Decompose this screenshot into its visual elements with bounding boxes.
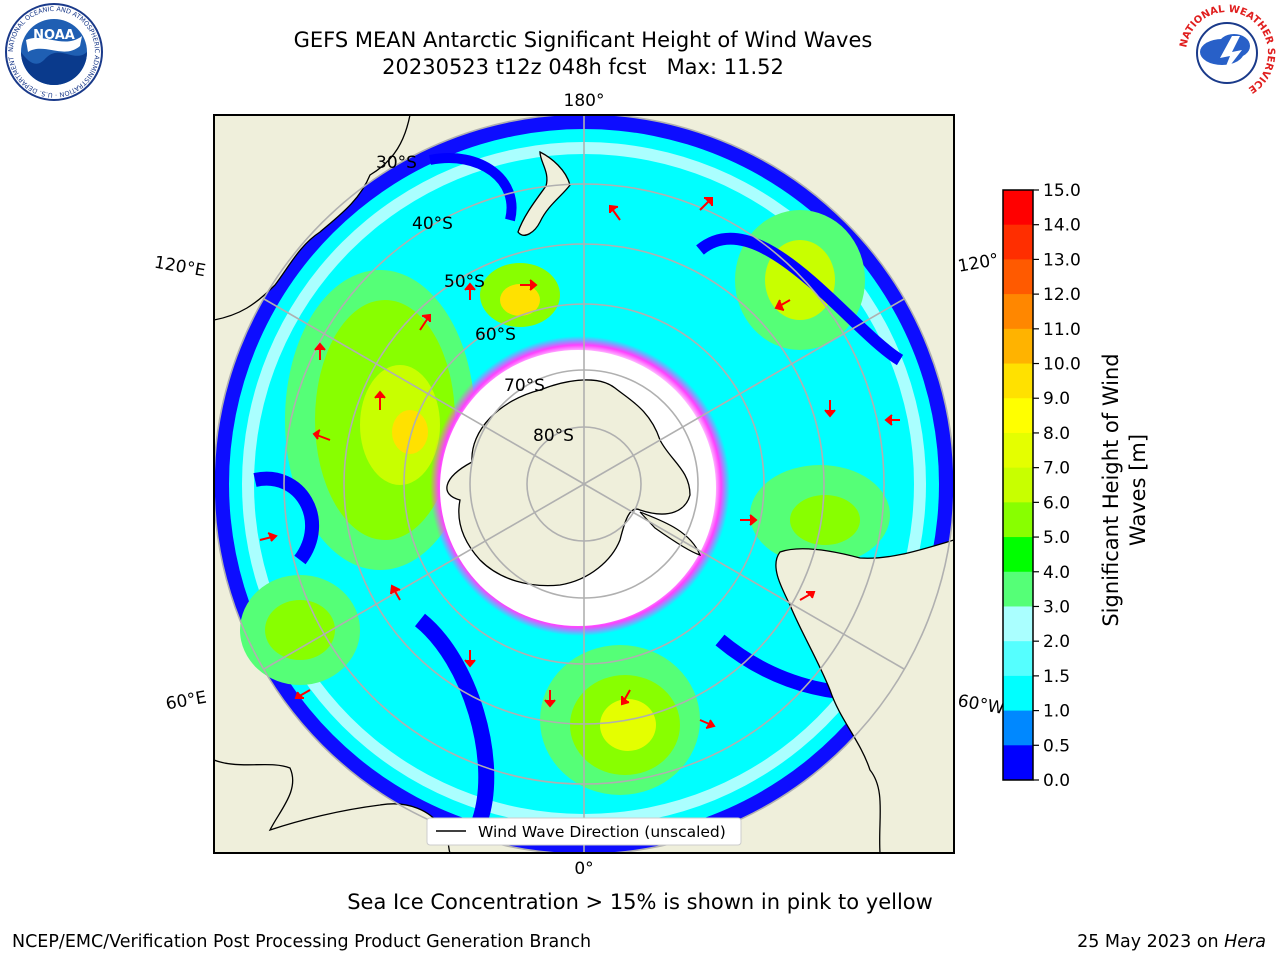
footer-date: 25 May 2023 on Hera [1077,932,1266,952]
colorbar-tick-label: 13.0 [1043,250,1081,270]
lat-label-50s: 50°S [444,272,485,292]
colorbar-tick-label: 1.0 [1043,702,1070,722]
colorbar-swatch [1003,433,1033,468]
lat-label-40s: 40°S [412,214,453,234]
colorbar-tick-label: 0.5 [1043,736,1070,756]
footer-credit: NCEP/EMC/Verification Post Processing Pr… [12,932,591,952]
lat-label-60s: 60°S [475,325,516,345]
lat-label-80s: 80°S [533,426,574,446]
lon-label-0: 0° [574,859,593,879]
sea-ice-note: Sea Ice Concentration > 15% is shown in … [0,890,1280,914]
colorbar-swatch [1003,329,1033,364]
colorbar-tick-label: 11.0 [1043,320,1081,340]
colorbar-tick-label: 2.0 [1043,632,1070,652]
colorbar-swatch [1003,259,1033,294]
colorbar-swatch [1003,606,1033,641]
colorbar-swatch [1003,537,1033,572]
lat-label-70s: 70°S [504,376,545,396]
colorbar-tick-label: 6.0 [1043,493,1070,513]
colorbar-tick-label: 4.0 [1043,563,1070,583]
colorbar-tick-label: 5.0 [1043,528,1070,548]
lon-label-180: 180° [564,91,605,111]
colorbar-tick-label: 7.0 [1043,459,1070,479]
colorbar-tick-label: 10.0 [1043,355,1081,375]
lon-label-120e: 120°E [153,253,207,282]
colorbar-swatch [1003,745,1033,780]
colorbar-swatch [1003,502,1033,537]
colorbar-tick-label: 8.0 [1043,424,1070,444]
colorbar-tick-label: 0.0 [1043,771,1070,791]
colorbar-swatch [1003,294,1033,329]
colorbar-swatch [1003,398,1033,433]
colorbar-swatch [1003,676,1033,711]
colorbar-tick-label: 1.5 [1043,667,1070,687]
colorbar: 15.0 14.0 13.0 12.0 11.0 10.0 9.0 8.0 7.0 6.0 5.0 4… [990,176,1100,796]
lon-label-60e: 60°E [164,688,208,715]
colorbar-swatch [1003,468,1033,503]
colorbar-tick-label: 9.0 [1043,389,1070,409]
colorbar-swatch [1003,572,1033,607]
colorbar-tick-label: 14.0 [1043,216,1081,236]
colorbar-swatch [1003,225,1033,260]
colorbar-swatch [1003,711,1033,746]
colorbar-tick-label: 15.0 [1043,181,1081,201]
lat-label-30s: 30°S [376,153,417,173]
colorbar-swatch [1003,641,1033,676]
colorbar-swatch [1003,190,1033,225]
colorbar-swatch [1003,364,1033,399]
colorbar-label: Significant Height of Wind Waves [m] [1098,340,1160,640]
legend-label: Wind Wave Direction (unscaled) [478,823,726,841]
colorbar-tick-label: 3.0 [1043,597,1070,617]
colorbar-tick-label: 12.0 [1043,285,1081,305]
